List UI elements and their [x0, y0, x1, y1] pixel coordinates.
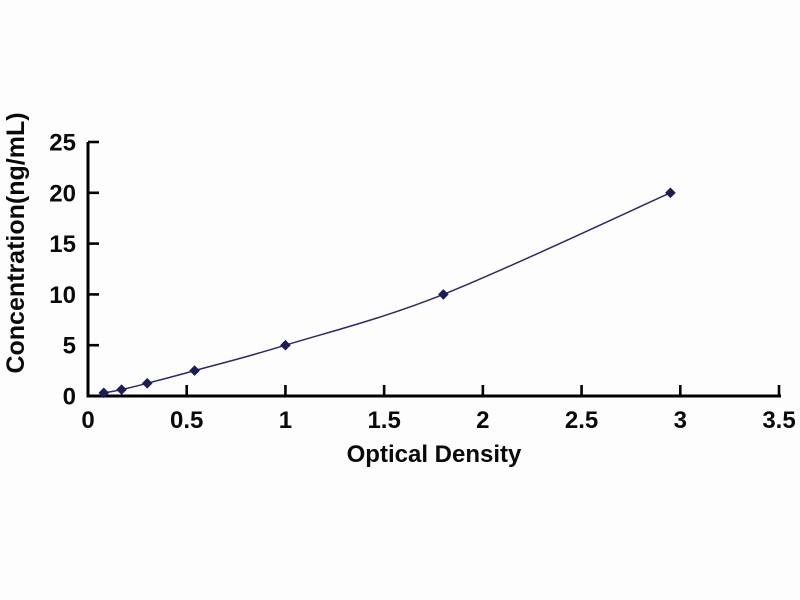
y-tick-label: 0: [63, 384, 76, 411]
y-tick-label: 20: [49, 180, 76, 207]
axes-layer: [86, 142, 781, 398]
x-tick-label: 0: [81, 407, 94, 434]
y-tick-label: 15: [49, 231, 76, 258]
ticks-layer: [86, 140, 781, 398]
x-axis-title: Optical Density: [347, 441, 522, 468]
x-tick-label: 2.5: [565, 407, 598, 434]
data-point-marker: [189, 365, 200, 376]
y-tick-label: 10: [49, 282, 76, 309]
x-tick-label: 3: [674, 407, 687, 434]
data-point-marker: [665, 187, 676, 199]
y-tick-label: 5: [63, 333, 76, 360]
x-tick-label: 0.5: [170, 407, 203, 434]
data-point-marker: [141, 377, 153, 389]
data-point-marker: [438, 289, 449, 300]
x-tick-label: 1.5: [367, 407, 400, 434]
y-axis-title: Concentration(ng/mL): [2, 112, 30, 373]
axis-lines: [86, 142, 781, 398]
series-line: [103, 192, 671, 394]
data-point-marker: [116, 384, 127, 395]
series-layer: [98, 187, 676, 399]
x-tick-label: 2: [476, 407, 489, 434]
data-point-marker: [98, 387, 110, 399]
y-tick-label: 25: [49, 130, 76, 157]
data-point-marker: [280, 339, 291, 351]
x-tick-label: 1: [279, 407, 292, 434]
x-tick-label: 3.5: [762, 407, 795, 434]
tick-labels-layer: 0 0.5 1 1.5 2 2.5 3 3.5 0 5 10 15 20 25: [49, 130, 795, 435]
